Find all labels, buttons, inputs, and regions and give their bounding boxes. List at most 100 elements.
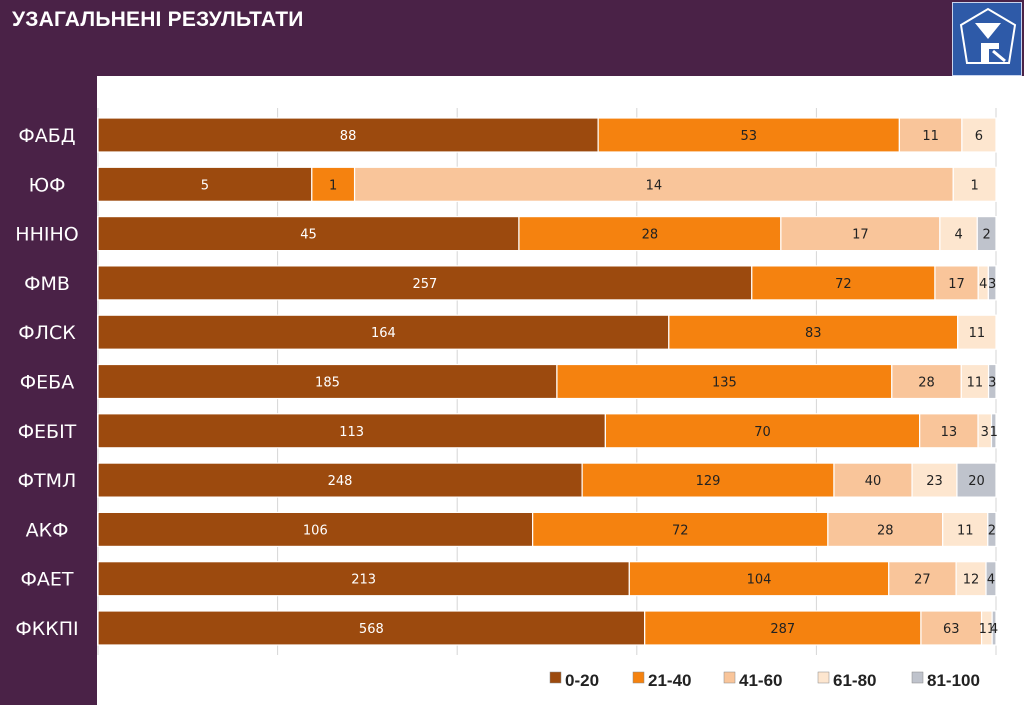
- data-label-7-1: 129: [696, 474, 721, 489]
- data-label-6-1: 70: [754, 425, 771, 440]
- data-label-3-1: 72: [835, 277, 852, 292]
- data-label-1-1: 1: [329, 178, 337, 193]
- category-label-4: ФЛСК: [18, 322, 76, 344]
- bar-segment-5-0: [97, 363, 558, 400]
- bar-segment-0-2: [898, 117, 963, 153]
- bar-segment-5-4: [987, 363, 997, 400]
- bar-segment-5-3: [960, 363, 990, 400]
- bar-segment-8-3: [942, 511, 989, 548]
- category-label-3: ФМВ: [24, 273, 70, 295]
- data-label-1-0: 5: [201, 178, 209, 193]
- data-label-6-0: 113: [339, 425, 364, 440]
- data-label-0-1: 53: [740, 129, 757, 144]
- bar-segment-5-1: [556, 363, 893, 400]
- data-label-2-1: 28: [642, 228, 659, 243]
- data-label-8-1: 72: [672, 523, 689, 538]
- category-label-0: ФАБД: [18, 125, 75, 147]
- data-label-6-2: 13: [941, 425, 958, 440]
- bar-segment-2-1: [518, 216, 782, 252]
- data-label-3-3: 4: [979, 277, 987, 292]
- data-label-6-3: 3: [981, 425, 989, 440]
- data-label-8-2: 28: [877, 523, 894, 538]
- bar-segment-10-1: [644, 610, 922, 646]
- bar-segment-2-0: [97, 216, 520, 252]
- data-label-10-1: 287: [770, 622, 795, 637]
- category-label-9: ФАЕТ: [21, 569, 74, 591]
- data-label-7-4: 20: [968, 474, 985, 489]
- bar-segment-4-0: [97, 314, 670, 350]
- data-label-5-0: 185: [315, 376, 340, 391]
- bar-segment-10-2: [920, 610, 983, 646]
- bar-segment-4-3: [957, 314, 997, 350]
- data-label-5-1: 135: [712, 376, 737, 391]
- logo-icon: [959, 7, 1017, 64]
- data-label-9-2: 27: [914, 573, 931, 588]
- data-label-7-0: 248: [328, 474, 353, 489]
- bar-segment-10-0: [97, 610, 646, 646]
- data-label-5-2: 28: [918, 376, 935, 391]
- bar-segment-0-1: [597, 117, 900, 153]
- bar-segment-1-3: [952, 166, 997, 202]
- bar-segment-9-2: [888, 561, 957, 597]
- data-label-8-3: 11: [957, 523, 974, 538]
- bar-segment-3-4: [987, 265, 997, 301]
- data-label-4-0: 164: [371, 326, 396, 341]
- data-label-10-4: 4: [990, 622, 998, 637]
- category-label-7: ФТМЛ: [18, 470, 77, 492]
- data-label-9-0: 213: [351, 573, 376, 588]
- data-label-5-3: 11: [967, 376, 984, 391]
- data-label-10-0: 568: [359, 622, 384, 637]
- data-label-9-3: 12: [963, 573, 980, 588]
- legend-swatch-3: [817, 671, 830, 684]
- bar-segment-3-1: [751, 265, 936, 301]
- data-label-2-2: 17: [852, 228, 869, 243]
- bar-segment-3-2: [934, 265, 979, 301]
- bar-segment-1-2: [353, 166, 954, 202]
- data-label-8-4: 2: [988, 523, 996, 538]
- bar-segment-7-4: [956, 462, 997, 498]
- bar-segment-3-0: [97, 265, 753, 301]
- bar-segment-2-4: [976, 216, 997, 252]
- bar-segment-8-1: [532, 511, 829, 548]
- bar-segment-0-3: [961, 117, 997, 153]
- category-label-10: ФККПІ: [15, 618, 78, 640]
- data-label-0-3: 6: [975, 129, 983, 144]
- bar-segment-1-1: [311, 166, 356, 202]
- bar-segment-9-1: [628, 561, 890, 597]
- data-label-7-3: 23: [926, 474, 943, 489]
- bar-segment-10-4: [991, 610, 997, 646]
- data-label-9-4: 4: [987, 573, 995, 588]
- university-logo: [952, 2, 1022, 76]
- bar-segment-8-2: [827, 511, 944, 548]
- legend-label-2: 41-60: [739, 671, 782, 690]
- legend-swatch-1: [632, 671, 645, 684]
- legend-swatch-2: [723, 671, 736, 684]
- data-label-5-4: 3: [988, 376, 996, 391]
- bar-segment-2-2: [780, 216, 941, 252]
- data-label-3-4: 3: [988, 277, 996, 292]
- legend-label-3: 61-80: [833, 671, 876, 690]
- data-label-8-0: 106: [303, 523, 328, 538]
- data-label-6-4: 1: [990, 425, 998, 440]
- data-label-0-0: 88: [340, 129, 357, 144]
- data-label-9-1: 104: [747, 573, 772, 588]
- data-label-3-2: 17: [948, 277, 965, 292]
- bar-segment-6-1: [604, 413, 921, 449]
- legend-swatch-0: [549, 671, 562, 684]
- bar-segment-6-0: [97, 413, 606, 449]
- bar-segment-6-4: [990, 413, 997, 449]
- data-label-4-1: 83: [805, 326, 822, 341]
- data-label-1-2: 14: [646, 178, 663, 193]
- data-label-2-3: 4: [954, 228, 962, 243]
- bar-segment-7-2: [833, 462, 913, 498]
- bar-segment-9-4: [985, 561, 997, 597]
- bar-segment-0-0: [97, 117, 599, 153]
- category-label-6: ФЕБІТ: [18, 421, 77, 443]
- data-label-3-0: 257: [412, 277, 437, 292]
- data-label-2-4: 2: [983, 228, 991, 243]
- legend-label-1: 21-40: [648, 671, 691, 690]
- bar-segment-9-3: [955, 561, 987, 597]
- data-label-10-2: 63: [943, 622, 960, 637]
- page-title: УЗАГАЛЬНЕНІ РЕЗУЛЬТАТИ: [12, 8, 304, 31]
